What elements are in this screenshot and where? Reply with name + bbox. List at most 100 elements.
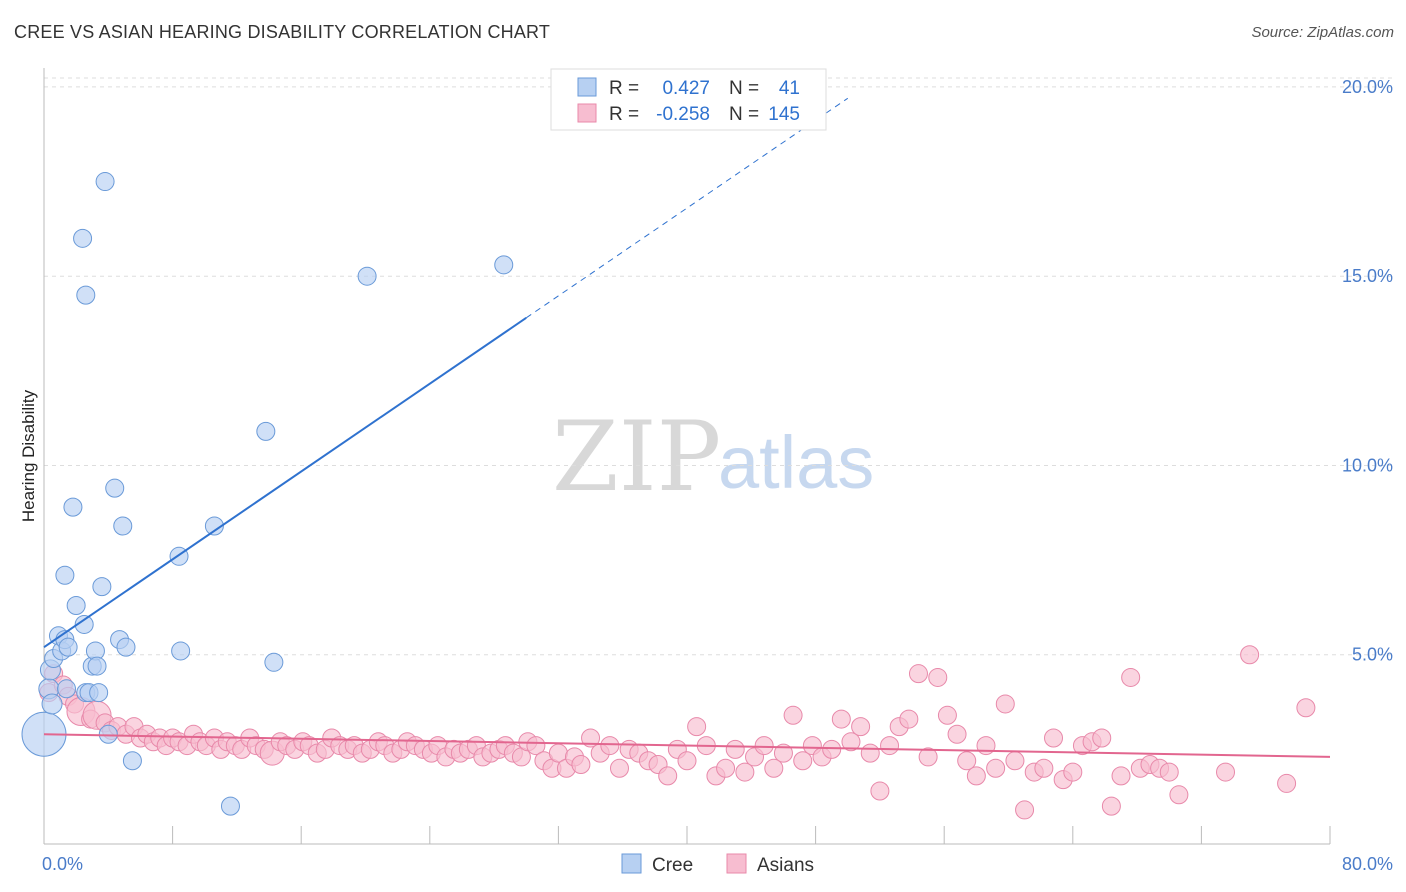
cree-point [256, 421, 276, 441]
cree-point [98, 724, 118, 744]
asians-point [581, 728, 601, 748]
asians-point [1092, 728, 1112, 748]
legend-bottom: Cree Asians [621, 853, 814, 876]
x-tick-label-min: 0.0% [42, 854, 83, 874]
asians-point [880, 736, 900, 756]
asians-point [995, 694, 1015, 714]
y-tick-label: 15.0% [1342, 266, 1393, 286]
asians-point [571, 755, 591, 775]
legend-cree-r-label: R = [609, 78, 639, 99]
asians-point [609, 758, 629, 778]
asians-point [870, 781, 890, 801]
chart-title: CREE VS ASIAN HEARING DISABILITY CORRELA… [14, 22, 551, 42]
asians-point [754, 736, 774, 756]
asians-point [928, 667, 948, 687]
cree-trend-line [43, 317, 527, 648]
legend-bottom-asians-swatch [726, 853, 747, 874]
legend-cree-swatch [577, 77, 597, 97]
legend-top: R = 0.427 N = 41 R = -0.258 N = 145 [550, 68, 827, 131]
asians-point [783, 705, 803, 725]
legend-box [550, 68, 827, 131]
legend-bottom-cree-label: Cree [652, 855, 693, 876]
source-credit: Source: ZipAtlas.com [1251, 24, 1394, 41]
legend-cree-r-value: 0.427 [662, 78, 710, 99]
cree-point [57, 679, 77, 699]
asians-point [1005, 751, 1025, 771]
asians-point [1034, 758, 1054, 778]
y-tick-label: 10.0% [1342, 455, 1393, 475]
legend-asians-r-value: -0.258 [656, 104, 710, 125]
legend-bottom-cree-swatch [621, 853, 642, 874]
asians-point [677, 751, 697, 771]
cree-point [41, 693, 63, 715]
cree-point [95, 172, 115, 192]
cree-point [58, 637, 78, 657]
asians-point [1063, 762, 1083, 782]
asians-point [1159, 762, 1179, 782]
asians-point [1111, 766, 1131, 786]
cree-point [357, 266, 377, 286]
asians-trend-line [43, 733, 1331, 758]
asians-point [841, 732, 861, 752]
asians-point [793, 751, 813, 771]
asians-point [860, 743, 880, 763]
legend-asians-swatch [577, 103, 597, 123]
legend-asians-r-label: R = [609, 104, 639, 125]
x-tick-label-max: 80.0% [1342, 854, 1393, 874]
cree-point [204, 516, 224, 536]
asians-point [957, 751, 977, 771]
cree-point [92, 577, 112, 597]
asians-series [39, 645, 1316, 820]
asians-point [716, 758, 736, 778]
asians-point [725, 739, 745, 759]
asians-point [918, 747, 938, 767]
cree-point [122, 751, 142, 771]
cree-point [73, 228, 93, 248]
asians-point [1296, 698, 1316, 718]
asians-point [822, 739, 842, 759]
x-ticks [172, 826, 1331, 844]
asians-point [966, 766, 986, 786]
asians-point [1277, 773, 1297, 793]
cree-point [76, 285, 96, 305]
asians-point [1216, 762, 1236, 782]
cree-point [113, 516, 133, 536]
cree-point [89, 683, 109, 703]
asians-point [986, 758, 1006, 778]
asians-point [764, 758, 784, 778]
cree-point [87, 656, 107, 676]
grid-lines [44, 77, 1394, 656]
asians-point [735, 762, 755, 782]
x-tick-labels: 0.0% 80.0% [42, 854, 1393, 874]
asians-point [831, 709, 851, 729]
asians-point [899, 709, 919, 729]
watermark-zip: ZIP [552, 401, 721, 513]
legend-cree-n-label: N = [729, 78, 759, 99]
cree-point [63, 497, 83, 517]
asians-point [658, 766, 678, 786]
legend-cree-n-value: 41 [779, 78, 800, 99]
asians-point [773, 743, 793, 763]
cree-point [220, 796, 240, 816]
asians-point [908, 664, 928, 684]
asians-point [1015, 800, 1035, 820]
asians-point [1240, 645, 1260, 665]
asians-point [1169, 785, 1189, 805]
cree-point [66, 596, 86, 616]
watermark-atlas: atlas [718, 421, 874, 504]
y-tick-label: 20.0% [1342, 77, 1393, 97]
asians-point [1101, 796, 1121, 816]
legend-bottom-asians-label: Asians [757, 855, 814, 876]
cree-point [55, 565, 75, 585]
asians-point [526, 736, 546, 756]
cree-point [264, 652, 284, 672]
asians-point [600, 736, 620, 756]
y-tick-labels: 5.0% 10.0% 15.0% 20.0% [1342, 77, 1393, 665]
asians-point [1044, 728, 1064, 748]
cree-point [105, 478, 125, 498]
cree-series [21, 172, 514, 816]
y-axis-title: Hearing Disability [19, 389, 38, 522]
legend-asians-n-label: N = [729, 104, 759, 125]
cree-point [116, 637, 136, 657]
